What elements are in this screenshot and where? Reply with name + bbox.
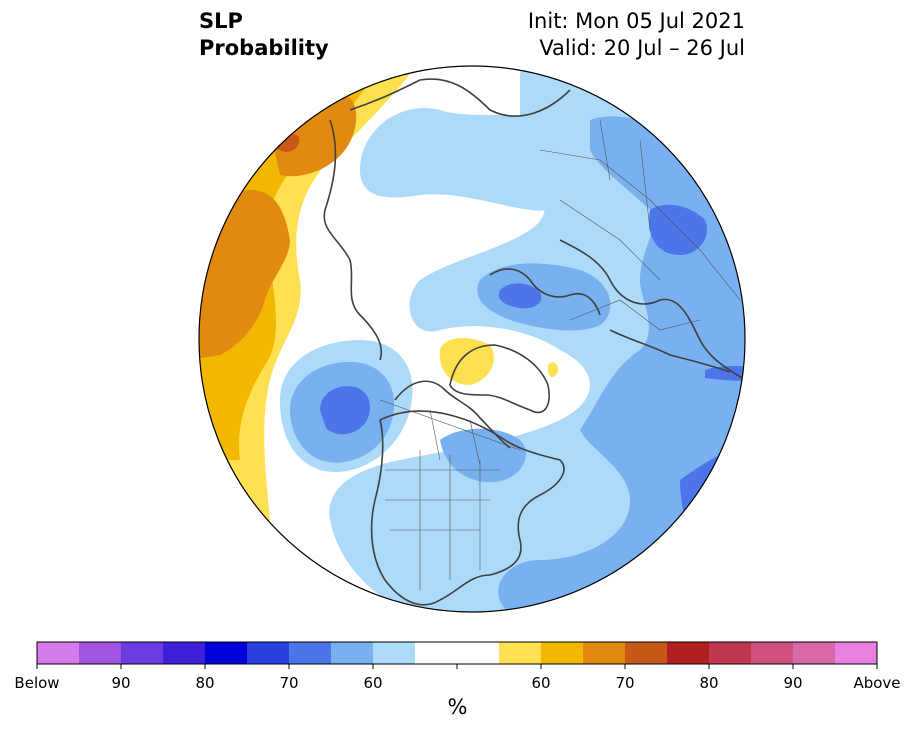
title-line-1: SLP xyxy=(199,9,243,33)
colorbar-swatch xyxy=(625,642,668,664)
border-eurasia xyxy=(539,119,741,331)
colorbar-tick-label: Below xyxy=(14,674,59,692)
colorbar-tick-label: 90 xyxy=(783,674,802,692)
coast-north-america xyxy=(370,410,565,606)
title-line-2: Probability xyxy=(199,36,329,60)
colorbar-swatch xyxy=(247,642,290,664)
colorbar-swatch xyxy=(541,642,584,664)
colorbar-ticks: Below 90 80 70 60 60 70 80 90 Above xyxy=(14,664,901,692)
colorbar-swatch xyxy=(457,642,500,664)
colorbar-swatch xyxy=(331,642,374,664)
coast-scandinavia xyxy=(489,268,601,316)
colorbar-swatch xyxy=(793,642,836,664)
valid-range: Valid: 20 Jul – 26 Jul xyxy=(539,36,745,60)
colorbar-tick-label: Above xyxy=(853,674,900,692)
colorbar-swatches xyxy=(37,642,878,664)
init-date: Init: Mon 05 Jul 2021 xyxy=(527,9,745,33)
colorbar-swatch xyxy=(37,642,80,664)
probability-map xyxy=(198,65,746,613)
colorbar-swatch xyxy=(121,642,164,664)
colorbar-swatch xyxy=(583,642,626,664)
colorbar-swatch xyxy=(163,642,206,664)
coast-canada-arctic xyxy=(394,380,511,449)
field-below-strong-pacific xyxy=(320,386,371,435)
colorbar-swatch xyxy=(205,642,248,664)
colorbar-swatch xyxy=(289,642,332,664)
colorbar-tick-label: 70 xyxy=(279,674,298,692)
coast-europe xyxy=(559,239,745,381)
border-us-states xyxy=(385,450,500,590)
colorbar-unit: % xyxy=(447,695,468,719)
field-below-light-north xyxy=(360,108,586,211)
colorbar-swatch xyxy=(709,642,752,664)
colorbar-tick-label: 80 xyxy=(195,674,214,692)
coast-asia-pacific xyxy=(323,119,382,361)
colorbar-swatch xyxy=(79,642,122,664)
coast-greenland xyxy=(449,344,550,414)
colorbar-swatch xyxy=(667,642,710,664)
field-below-mid-scandinavia xyxy=(477,263,611,331)
coastlines xyxy=(323,78,745,606)
colorbar-swatch xyxy=(415,642,458,664)
field-below-strong-baltic xyxy=(498,283,542,309)
field-above-yellow-iceland xyxy=(548,362,558,378)
colorbar-tick-label: 70 xyxy=(615,674,634,692)
colorbar-tick-label: 80 xyxy=(699,674,718,692)
colorbar-swatch xyxy=(499,642,542,664)
chart-title: SLP Probability xyxy=(199,8,329,62)
colorbar-tick-label: 90 xyxy=(111,674,130,692)
field-below-strong-east-edge xyxy=(705,365,745,381)
globe-outline xyxy=(198,65,746,613)
colorbar-tick-label: 60 xyxy=(363,674,382,692)
colorbar-swatch xyxy=(373,642,416,664)
coast-siberia xyxy=(349,78,571,117)
colorbar-swatch xyxy=(751,642,794,664)
colorbar-swatch xyxy=(835,642,878,664)
colorbar-tick-label: 60 xyxy=(531,674,550,692)
coast-mediterranean xyxy=(609,329,731,373)
forecast-dates: Init: Mon 05 Jul 2021 Valid: 20 Jul – 26… xyxy=(528,8,745,62)
political-borders xyxy=(379,119,741,590)
border-canada xyxy=(379,399,521,466)
colorbar: Below 90 80 70 60 60 70 80 90 Above xyxy=(14,641,901,692)
